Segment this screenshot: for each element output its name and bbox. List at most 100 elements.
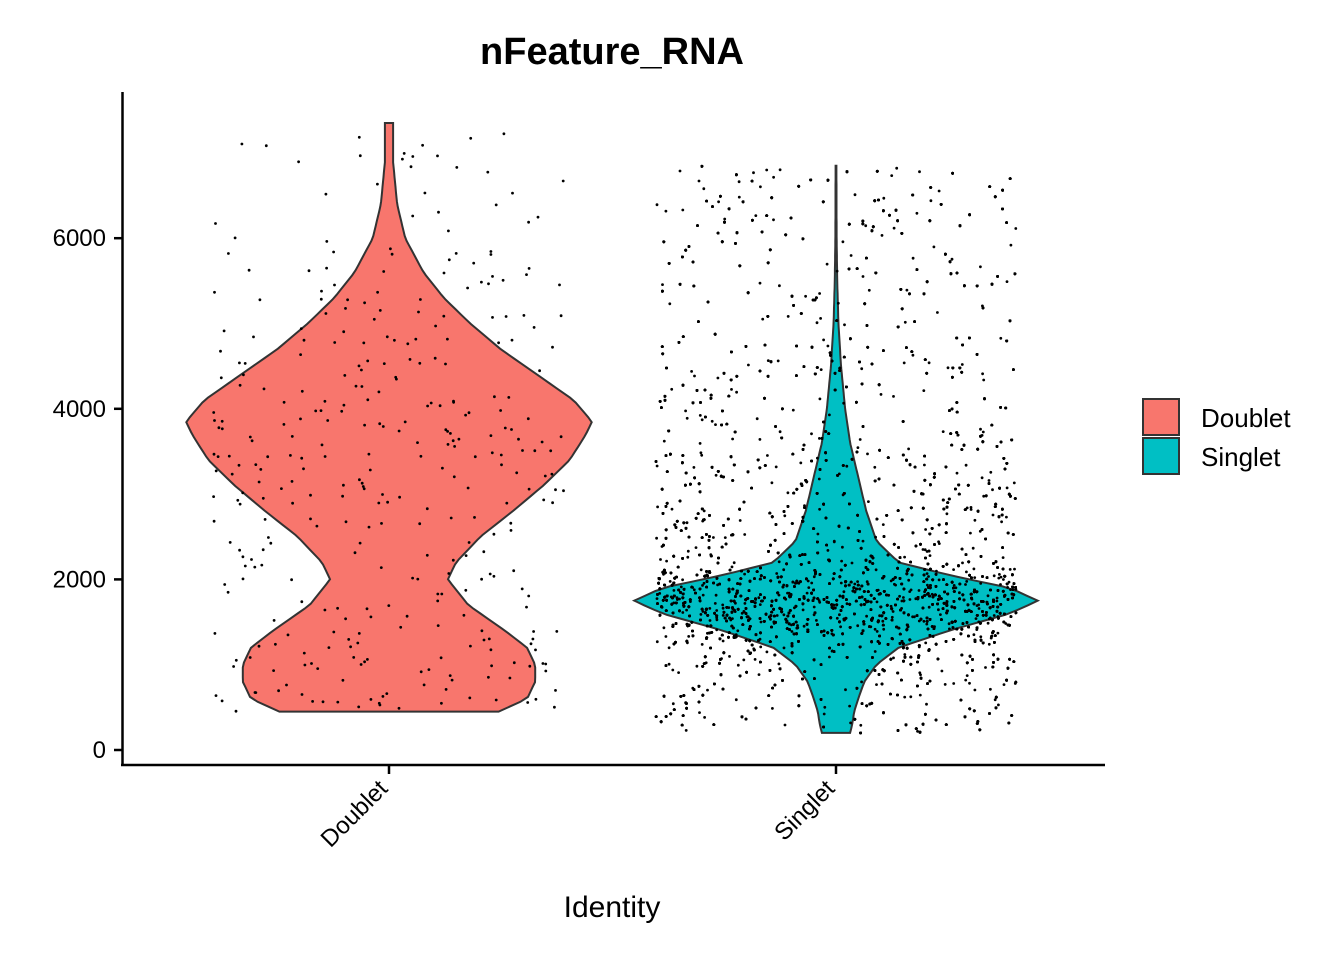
data-point: [449, 516, 453, 520]
data-point: [238, 361, 241, 365]
data-point: [325, 266, 328, 270]
data-point: [921, 548, 925, 551]
data-point: [799, 461, 803, 465]
data-point: [436, 599, 440, 603]
data-point: [812, 605, 816, 609]
data-point: [907, 447, 910, 451]
data-point: [971, 546, 975, 550]
data-point: [662, 626, 666, 630]
data-point: [381, 493, 384, 496]
data-point: [698, 414, 702, 417]
data-point: [715, 618, 719, 622]
data-point: [212, 411, 216, 414]
data-point: [257, 480, 261, 484]
data-point: [839, 625, 842, 629]
data-point: [782, 613, 786, 617]
data-point: [692, 466, 696, 469]
data-point: [743, 602, 747, 605]
data-point: [358, 154, 362, 158]
data-point: [783, 723, 787, 727]
data-point: [406, 342, 410, 346]
data-point: [914, 597, 918, 601]
data-point: [911, 353, 915, 357]
data-point: [810, 432, 813, 436]
data-point: [311, 700, 314, 703]
data-point: [995, 599, 999, 603]
data-point: [690, 370, 693, 373]
data-point: [258, 298, 262, 302]
data-point: [693, 374, 696, 378]
data-point: [357, 135, 361, 139]
data-point: [480, 280, 483, 284]
data-point: [436, 624, 440, 627]
data-point: [952, 682, 956, 685]
data-point: [922, 389, 926, 392]
data-point: [316, 667, 320, 670]
data-point: [819, 317, 822, 320]
data-point: [527, 220, 530, 224]
data-point: [426, 404, 429, 408]
data-point: [982, 378, 986, 382]
data-point: [822, 338, 825, 342]
data-point: [536, 215, 540, 219]
data-point: [254, 463, 258, 466]
data-point: [533, 449, 537, 453]
data-point: [529, 642, 533, 646]
data-point: [917, 589, 921, 592]
data-point: [775, 572, 779, 575]
data-point: [822, 712, 826, 716]
data-point: [341, 678, 345, 682]
data-point: [336, 700, 340, 704]
data-point: [911, 256, 915, 260]
data-point: [849, 254, 853, 257]
data-point: [553, 705, 556, 709]
data-point: [681, 578, 684, 582]
data-point: [408, 358, 412, 361]
data-point: [525, 273, 528, 276]
data-point: [668, 580, 672, 583]
data-point: [692, 588, 696, 592]
data-point: [701, 593, 705, 597]
data-point: [510, 428, 513, 431]
data-point: [359, 663, 363, 666]
data-point: [735, 390, 738, 394]
data-point: [527, 267, 531, 270]
data-point: [220, 419, 224, 423]
data-point: [363, 660, 366, 664]
data-point: [327, 646, 331, 649]
data-point: [297, 160, 300, 164]
data-point: [466, 486, 470, 490]
data-point: [875, 630, 879, 633]
data-point: [965, 580, 969, 583]
data-point: [333, 283, 336, 287]
data-point: [697, 179, 701, 183]
data-point: [522, 314, 526, 317]
data-point: [747, 363, 750, 367]
data-point: [802, 624, 806, 628]
data-point: [728, 655, 731, 658]
data-point: [487, 282, 490, 286]
data-point: [979, 265, 982, 269]
data-point: [528, 664, 532, 668]
data-point: [398, 495, 401, 499]
data-point: [272, 619, 276, 622]
data-point: [286, 633, 290, 637]
data-point: [984, 666, 987, 669]
data-point: [923, 548, 927, 552]
data-point: [701, 610, 705, 613]
data-point: [892, 395, 895, 398]
data-point: [366, 398, 370, 402]
data-point: [505, 501, 509, 505]
data-point: [360, 481, 364, 485]
data-point: [464, 588, 468, 592]
data-point: [444, 688, 448, 691]
data-point: [890, 615, 894, 619]
data-point: [452, 399, 455, 403]
data-point: [878, 614, 881, 618]
data-point: [1012, 481, 1016, 485]
data-point: [290, 578, 293, 582]
data-point: [352, 656, 356, 659]
data-point: [973, 688, 977, 692]
data-point: [844, 688, 847, 692]
data-point: [783, 514, 787, 518]
